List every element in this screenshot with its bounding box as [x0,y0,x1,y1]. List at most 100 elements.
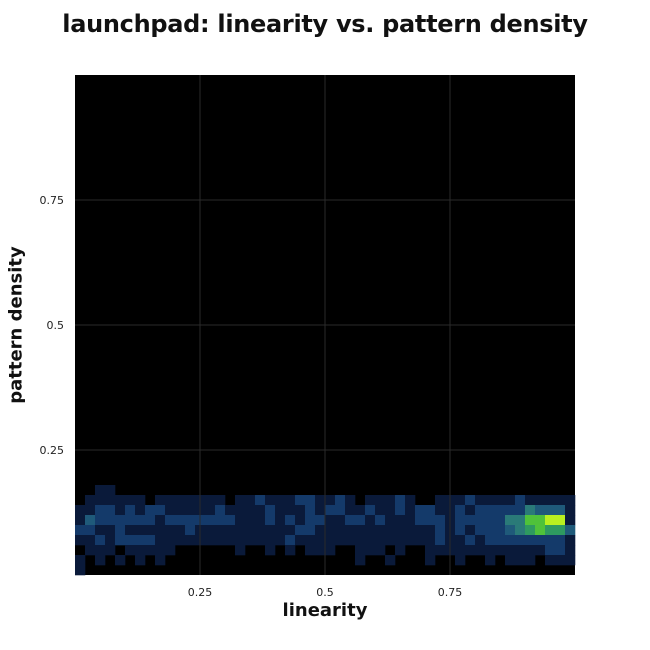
heatmap-cell [435,515,446,526]
heatmap-cell [325,505,336,516]
heatmap-cell [255,515,266,526]
heatmap-cell [75,505,86,516]
heatmap-cell [245,535,256,546]
heatmap-cell [265,505,276,516]
heatmap-cell [325,525,336,536]
heatmap-cell [305,535,316,546]
y-tick-label: 0.5 [47,319,65,332]
heatmap-cell [365,535,376,546]
heatmap-cell [115,505,126,516]
heatmap-cell [135,535,146,546]
heatmap-cell [115,555,126,566]
heatmap-cell [475,505,486,516]
heatmap-cell [525,555,536,566]
heatmap-cell [185,495,196,506]
heatmap-cell [255,535,266,546]
heatmap-cell [285,515,296,526]
heatmap-cell [515,505,526,516]
heatmap-cell [235,505,246,516]
heatmap-cell [185,535,196,546]
heatmap-cell [255,495,266,506]
heatmap-cell [295,495,306,506]
heatmap-cell [335,535,346,546]
heatmap-cell [215,495,226,506]
heatmap-cells [75,485,576,576]
heatmap-cell [335,505,346,516]
heatmap-cell [95,545,106,556]
heatmap-cell [165,535,176,546]
heatmap-cell [525,495,536,506]
heatmap-cell [105,495,116,506]
heatmap-cell [355,505,366,516]
heatmap-cell [425,535,436,546]
heatmap-cell [385,495,396,506]
heatmap-cell [455,505,466,516]
heatmap-cell [505,555,516,566]
heatmap-cell [245,505,256,516]
heatmap-cell [485,495,496,506]
heatmap-cell [295,535,306,546]
heatmap-cell [155,545,166,556]
heatmap-cell [125,545,136,556]
heatmap-cell [215,515,226,526]
heatmap-cell [505,505,516,516]
x-tick-label: 0.5 [316,586,334,599]
heatmap-cell [285,535,296,546]
y-axis-label: pattern density [5,246,27,404]
grid-lines [75,75,575,575]
heatmap-cell [375,545,386,556]
heatmap-cell [545,545,556,556]
heatmap-cell [295,525,306,536]
heatmap-cell [155,555,166,566]
x-axis-label: linearity [282,600,368,621]
heatmap-cell [145,525,156,536]
heatmap-cell [285,505,296,516]
heatmap-cell [365,545,376,556]
heatmap-cell [315,535,326,546]
heatmap-cell [105,545,116,556]
heatmap-cell [515,545,526,556]
heatmap-cell [435,495,446,506]
heatmap-cell [545,505,556,516]
heatmap-cell [455,495,466,506]
heatmap-cell [365,495,376,506]
heatmap-cell [405,495,416,506]
heatmap-cell [115,515,126,526]
heatmap-cell [415,505,426,516]
heatmap-cell [495,505,506,516]
heatmap-cell [85,545,96,556]
heatmap-cell [425,515,436,526]
heatmap-cell [125,515,136,526]
heatmap-cell [505,545,516,556]
heatmap-cell [95,525,106,536]
heatmap-cell [135,555,146,566]
heatmap-cell [565,505,576,516]
heatmap-cell [485,505,496,516]
heatmap-cell [85,535,96,546]
heatmap-cell [405,515,416,526]
heatmap-cell [175,505,186,516]
heatmap-cell [235,515,246,526]
heatmap-cell [95,555,106,566]
heatmap-cell [455,515,466,526]
heatmap-cell [505,515,516,526]
heatmap-cell [525,545,536,556]
heatmap-cell [465,515,476,526]
heatmap-cell [165,495,176,506]
heatmap-cell [165,515,176,526]
heatmap-cell [325,515,336,526]
heatmap-cell [275,525,286,536]
heatmap-cell [465,505,476,516]
heatmap-cell [135,505,146,516]
heatmap-cell [95,535,106,546]
heatmap-cell [235,545,246,556]
heatmap-cell [165,525,176,536]
heatmap-cell [485,525,496,536]
heatmap-cell [515,555,526,566]
heatmap-cell [525,535,536,546]
heatmap-cell [245,525,256,536]
heatmap-cell [345,515,356,526]
heatmap-cell [105,525,116,536]
heatmap-cell [485,515,496,526]
heatmap-cell [535,535,546,546]
